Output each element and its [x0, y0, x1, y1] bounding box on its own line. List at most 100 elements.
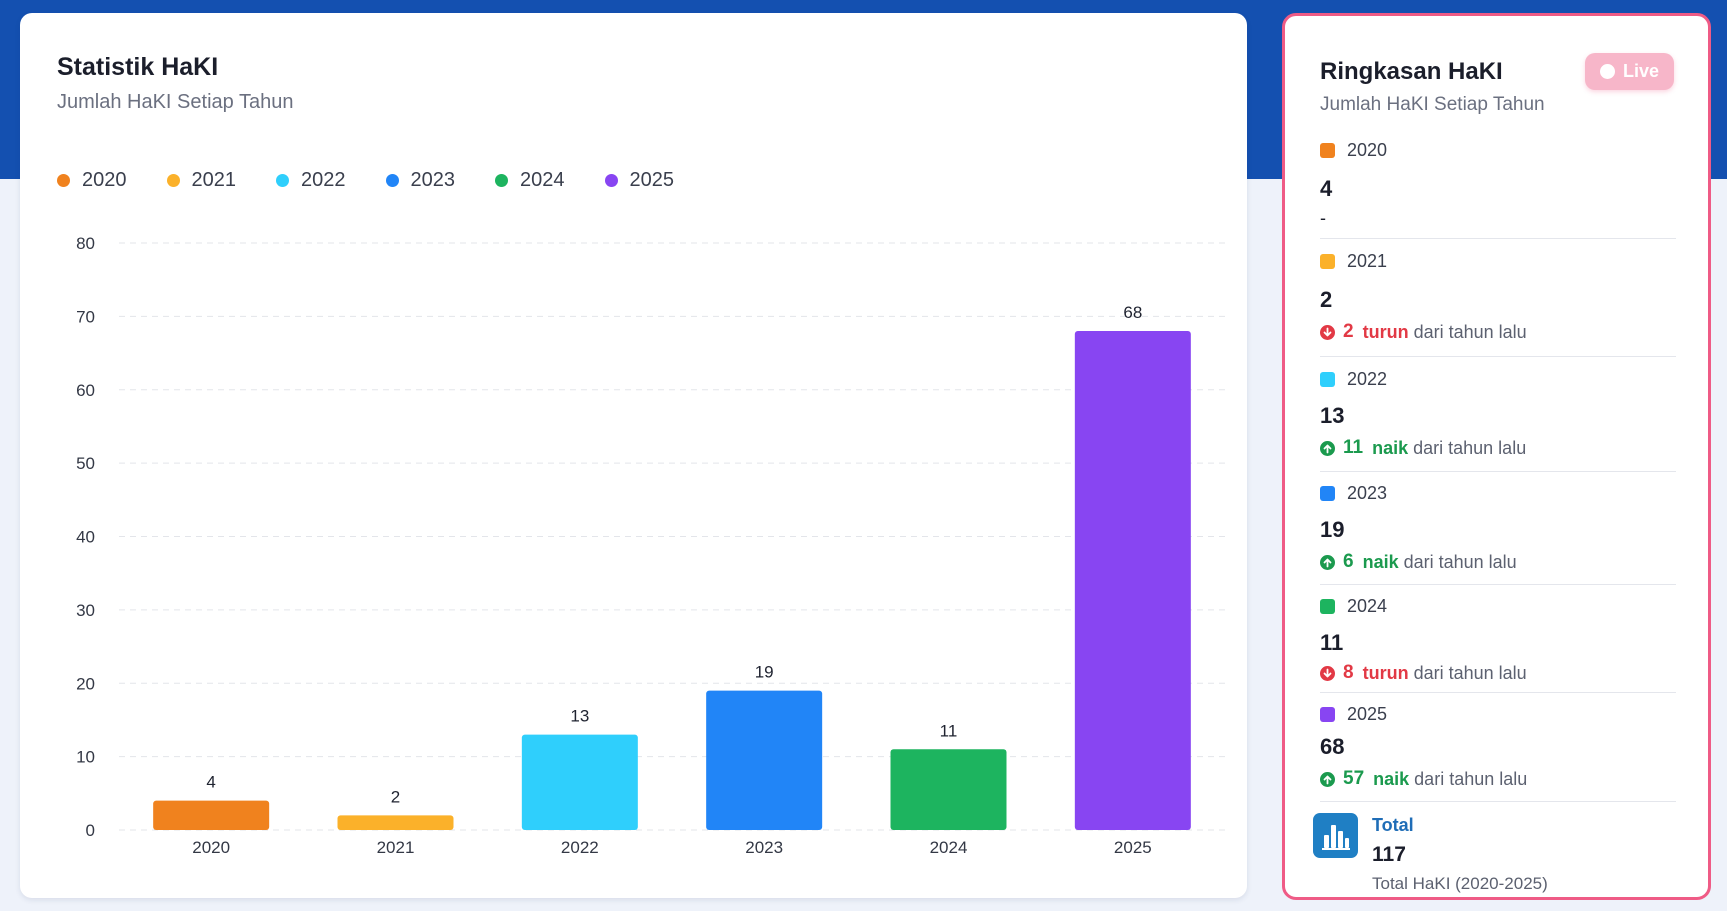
- legend-item-2023[interactable]: 2023: [385, 169, 456, 192]
- year-label: 2023: [1347, 482, 1388, 503]
- summary-item-2024: 2024 11 8 turun dari tahun lalu: [1320, 594, 1676, 683]
- change-value: 11: [1343, 437, 1364, 458]
- change-value: 57: [1343, 768, 1365, 789]
- year-label: 2020: [1347, 139, 1388, 160]
- y-tick-label: 70: [76, 307, 95, 326]
- divider: [1320, 356, 1676, 357]
- legend-label: 2024: [520, 169, 565, 191]
- y-tick-label: 0: [86, 821, 95, 840]
- divider: [1320, 238, 1676, 239]
- statistik-card: Statistik HaKI Jumlah HaKI Setiap Tahun …: [20, 13, 1247, 898]
- summary-title: Ringkasan HaKI: [1320, 58, 1503, 85]
- y-tick-label: 60: [76, 381, 95, 400]
- change-word: naik: [1372, 437, 1409, 458]
- arrow-up-circle-icon: [1320, 771, 1335, 787]
- summary-item-2020: 2020 4 -: [1320, 138, 1676, 228]
- bar-2025: [1074, 331, 1191, 830]
- year-label: 2021: [1347, 250, 1388, 271]
- x-tick-label: 2023: [745, 838, 783, 857]
- arrow-down-circle-icon: [1320, 324, 1335, 340]
- bar-chart: 0 10 20 30 40 50 60 70 80 4 2020 2 2021 13 2022 19 2023 1…: [76, 234, 1225, 857]
- bar-2022: [521, 734, 638, 830]
- total-caption: Total HaKI (2020-2025): [1372, 874, 1548, 893]
- year-count: 11: [1320, 630, 1344, 655]
- legend-item-2022[interactable]: 2022: [276, 169, 346, 192]
- total-label: Total: [1372, 815, 1414, 835]
- x-tick-label: 2025: [1114, 838, 1152, 857]
- legend-dot: [166, 174, 180, 187]
- divider: [1320, 471, 1676, 472]
- summary-item-2022: 2022 13 11 naik dari tahun lalu: [1320, 367, 1676, 458]
- year-count: 2: [1320, 287, 1333, 312]
- total-block: Total 117 Total HaKI (2020-2025): [1313, 813, 1683, 893]
- y-tick-label: 20: [76, 674, 95, 693]
- year-count: 13: [1320, 403, 1345, 428]
- change-value: 2: [1343, 321, 1354, 342]
- legend-dot: [57, 174, 70, 187]
- change-none: -: [1320, 208, 1326, 228]
- change-rest: dari tahun lalu: [1413, 662, 1527, 683]
- change-rest: dari tahun lalu: [1403, 551, 1517, 572]
- change-word: turun: [1362, 662, 1409, 683]
- legend-label: 2021: [191, 169, 237, 191]
- legend-item-2021[interactable]: 2021: [166, 169, 237, 192]
- year-label: 2024: [1347, 595, 1388, 616]
- bar-value-label: 68: [1123, 303, 1142, 322]
- change-value: 6: [1343, 551, 1354, 572]
- chart-legend: 2020 2021 2022 2023 2024 2025: [57, 169, 714, 192]
- arrow-up-circle-icon: [1320, 440, 1335, 456]
- bar-value-label: 11: [940, 721, 958, 740]
- x-tick-label: 2022: [561, 838, 599, 857]
- divider: [1320, 801, 1676, 802]
- summary-item-2025: 2025 68 57 naik dari tahun lalu: [1320, 702, 1676, 789]
- year-swatch: [1320, 706, 1335, 722]
- y-tick-label: 40: [76, 528, 95, 547]
- year-count: 68: [1320, 734, 1345, 759]
- bar-value-label: 4: [206, 773, 215, 792]
- legend-dot: [385, 174, 399, 187]
- x-tick-label: 2024: [930, 838, 968, 857]
- chart-title: Statistik HaKI: [57, 53, 219, 81]
- ringkasan-card: Ringkasan HaKI Jumlah HaKI Setiap Tahun …: [1282, 13, 1711, 900]
- chart-subtitle: Jumlah HaKI Setiap Tahun: [57, 91, 294, 113]
- year-label: 2025: [1347, 703, 1388, 724]
- legend-label: 2022: [301, 169, 346, 191]
- divider: [1320, 692, 1676, 693]
- arrow-down-circle-icon: [1320, 665, 1335, 681]
- summary-item-2021: 2021 2 2 turun dari tahun lalu: [1320, 249, 1676, 342]
- bar-2020: [153, 800, 270, 830]
- year-swatch: [1320, 253, 1335, 269]
- y-tick-label: 80: [76, 234, 95, 253]
- year-swatch: [1320, 485, 1335, 501]
- total-value: 117: [1372, 843, 1406, 866]
- y-tick-label: 10: [76, 748, 95, 767]
- bar-chart-icon: [1313, 813, 1358, 858]
- change-rest: dari tahun lalu: [1413, 437, 1527, 458]
- change-value: 8: [1343, 662, 1354, 683]
- legend-label: 2025: [629, 169, 675, 191]
- summary-subtitle: Jumlah HaKI Setiap Tahun: [1320, 94, 1545, 115]
- live-indicator-icon: [1599, 64, 1615, 79]
- legend-dot: [604, 174, 618, 187]
- x-tick-label: 2021: [377, 838, 415, 857]
- year-count: 19: [1320, 517, 1345, 542]
- bar-value-label: 2: [391, 787, 400, 806]
- legend-item-2020[interactable]: 2020: [57, 169, 127, 192]
- year-swatch: [1320, 142, 1335, 158]
- y-tick-label: 30: [76, 601, 95, 620]
- bar-2023: [706, 690, 823, 830]
- legend-label: 2023: [410, 169, 456, 191]
- divider: [1320, 584, 1676, 585]
- legend-item-2024[interactable]: 2024: [495, 169, 565, 192]
- legend-item-2025[interactable]: 2025: [604, 169, 675, 192]
- change-word: naik: [1362, 551, 1399, 572]
- change-rest: dari tahun lalu: [1413, 321, 1527, 342]
- year-label: 2022: [1347, 368, 1388, 389]
- y-tick-label: 50: [76, 454, 95, 473]
- change-word: naik: [1373, 768, 1410, 789]
- bar-value-label: 13: [570, 707, 589, 726]
- legend-dot: [495, 174, 508, 187]
- summary-item-2023: 2023 19 6 naik dari tahun lalu: [1320, 481, 1676, 572]
- change-word: turun: [1362, 321, 1409, 342]
- bar-2021: [337, 815, 454, 830]
